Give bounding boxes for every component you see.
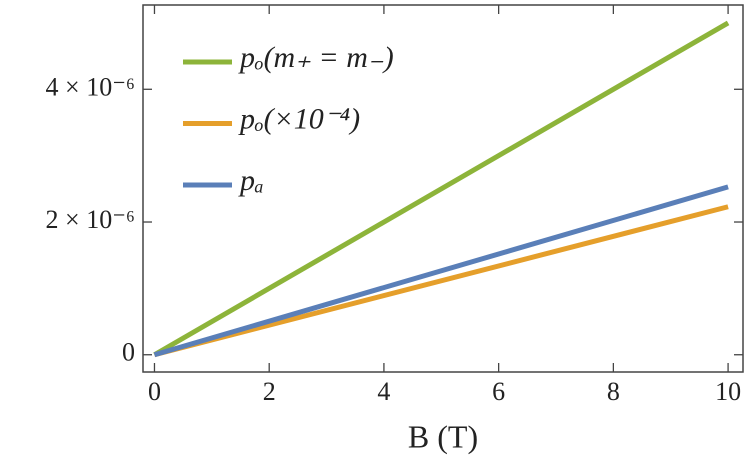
legend-label: pₒ(×10⁻⁴) <box>238 102 360 135</box>
legend-label: pₐ <box>238 164 264 197</box>
x-axis-label: B (T) <box>408 418 478 454</box>
series-line <box>153 204 729 358</box>
series-line <box>153 184 729 358</box>
x-tick-label: 4 <box>377 377 390 406</box>
y-tick-label: 2 × 10⁻⁶ <box>46 205 135 234</box>
plot-frame <box>142 4 744 373</box>
y-tick-label: 4 × 10⁻⁶ <box>46 72 135 101</box>
x-tick-label: 2 <box>263 377 276 406</box>
x-tick-label: 8 <box>607 377 620 406</box>
y-tick-label: 0 <box>122 338 135 367</box>
series-line <box>153 20 730 357</box>
x-tick-label: 0 <box>148 377 161 406</box>
legend-label: pₒ(m₊ = m₋) <box>238 41 394 74</box>
x-tick-label: 6 <box>492 377 505 406</box>
x-tick-label: 10 <box>715 377 741 406</box>
